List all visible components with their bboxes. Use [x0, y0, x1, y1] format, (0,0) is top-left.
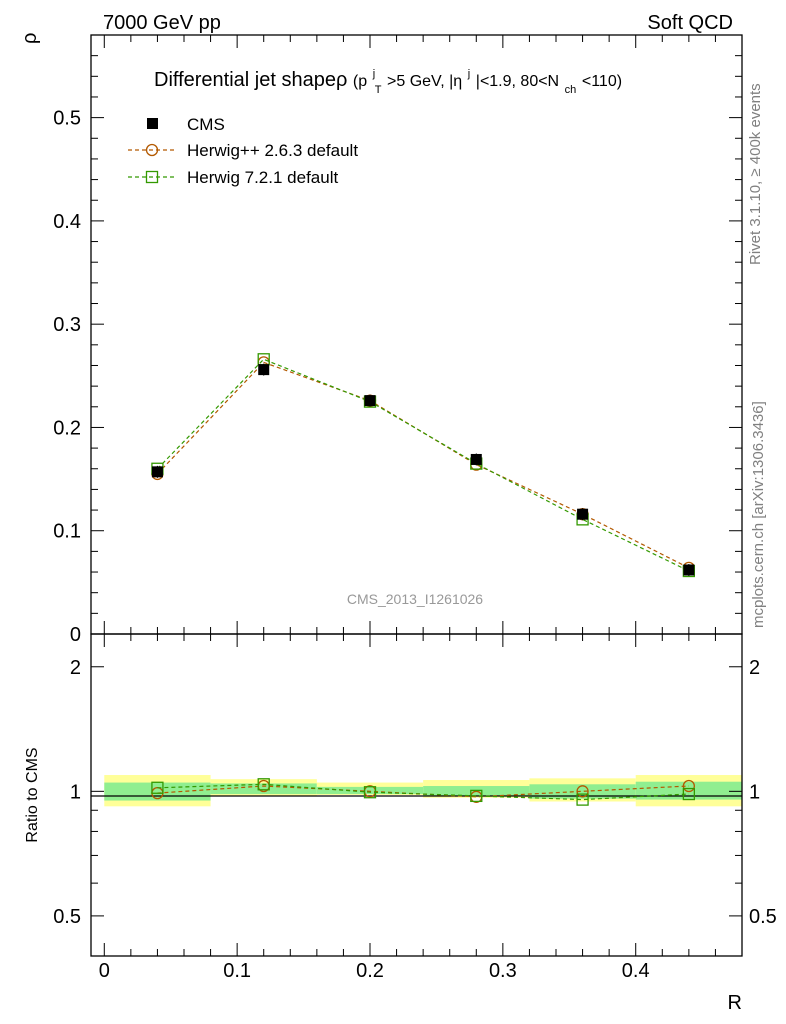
mcplots-label: mcplots.cern.ch [arXiv:1306.3436] [750, 401, 767, 628]
title-main: Differential jet shapeρ [154, 69, 347, 91]
point-cms [577, 508, 589, 520]
main-series [151, 353, 696, 578]
ratio-band-inner [316, 786, 424, 795]
ratio-point-herwig-new [363, 786, 377, 799]
ratio-y-axis-label: Ratio to CMS [24, 747, 41, 842]
main-y-tick-labels: 0 0.1 0.2 0.3 0.4 0.5 [53, 108, 81, 646]
ratio-line-herwig-new [157, 783, 689, 801]
point-cms [151, 466, 163, 478]
legend-entry-cms: CMS [147, 115, 225, 134]
x-tick-label: 0.2 [356, 960, 384, 982]
title-cuts-close: <110) [582, 73, 622, 90]
header-right: Soft QCD [647, 12, 733, 34]
legend: CMS Herwig++ 2.6.3 default Herwig 7.2.1 … [128, 115, 358, 187]
main-ticks [91, 34, 743, 635]
ratio-point-herwig-new [682, 787, 696, 801]
ratio-point-herwig-old [576, 785, 589, 798]
main-y-tick-label: 0.5 [53, 108, 81, 130]
ratio-ticks [91, 634, 743, 956]
point-cms [258, 364, 270, 376]
x-tick-label: 0.4 [622, 960, 650, 982]
main-y-axis-label: ρ [19, 33, 41, 44]
point-cms [683, 564, 695, 576]
point-cms [364, 395, 376, 407]
title-pt-sup: j [372, 68, 375, 80]
series-line-herwig-new [156, 358, 690, 572]
rivet-label: Rivet 3.1.10, ≥ 400k events [747, 83, 764, 265]
ratio-point-herwig-new [151, 781, 164, 794]
x-tick-label: 0 [99, 960, 110, 982]
ratio-frame [90, 633, 743, 957]
main-y-tick-label: 0 [70, 624, 81, 646]
ratio-series [151, 778, 696, 806]
ratio-y-tick-labels: 0.5 0.5 1 1 2 2 [53, 657, 777, 928]
legend-label-herwig-old: Herwig++ 2.6.3 default [187, 141, 358, 160]
legend-marker-cms [147, 118, 158, 129]
series-line-herwig-old [156, 361, 690, 569]
ratio-band-inner [210, 783, 317, 795]
x-tick-labels: 0 0.1 0.2 0.3 0.4 [99, 960, 650, 982]
chart-title: Differential jet shapeρ (p j T >5 GeV, |… [154, 60, 622, 98]
ratio-y-tick-label-right: 2 [749, 657, 760, 679]
main-y-tick-label: 0.3 [53, 314, 81, 336]
legend-marker-herwig-old [145, 143, 159, 157]
ratio-y-tick-label: 1 [70, 781, 81, 803]
x-tick-label: 0.1 [223, 960, 251, 982]
ratio-band-inner [635, 781, 742, 800]
ratio-y-tick-label-right: 0.5 [749, 906, 777, 928]
legend-label-cms: CMS [187, 115, 225, 134]
ratio-point-herwig-new [576, 793, 589, 806]
legend-label-herwig-new: Herwig 7.2.1 default [187, 168, 338, 187]
ratio-band-inner [529, 784, 636, 799]
watermark: CMS_2013_I1261026 [347, 591, 483, 607]
x-tick-label: 0.3 [489, 960, 517, 982]
x-axis-label: R [728, 992, 742, 1014]
legend-entry-herwig-new: Herwig 7.2.1 default [128, 168, 338, 187]
title-cuts-open: (p [353, 73, 367, 90]
ratio-band-inner [104, 782, 211, 801]
ratio-y-tick-label-right: 1 [749, 781, 760, 803]
main-panel: 0 0.1 0.2 0.3 0.4 0.5 ρ Differential jet shap… [19, 33, 743, 646]
main-y-tick-label: 0.1 [53, 521, 81, 543]
legend-entry-herwig-old: Herwig++ 2.6.3 default [128, 141, 358, 160]
main-y-tick-label: 0.4 [53, 211, 81, 233]
title-pt-sub: T [375, 84, 382, 96]
legend-marker-herwig-new [145, 170, 159, 184]
ratio-point-herwig-new [470, 789, 483, 803]
title-nch-sub: ch [565, 84, 577, 96]
title-pt-rest: >5 GeV, |η [387, 73, 462, 90]
main-y-tick-label: 0.2 [53, 417, 81, 439]
title-eta-rest: |<1.9, 80<N [476, 73, 559, 90]
ratio-y-tick-label: 2 [70, 657, 81, 679]
ratio-point-herwig-new [257, 778, 270, 791]
header-left: 7000 GeV pp [103, 12, 221, 34]
title-eta-sup: j [467, 68, 470, 80]
point-cms [470, 453, 482, 465]
ratio-panel: 0.5 0.5 1 1 2 2 0 0.1 0.2 0.3 0.4 Ratio to CMS R [24, 633, 777, 1014]
ratio-y-tick-label: 0.5 [53, 906, 81, 928]
ratio-point-herwig-old [682, 779, 696, 793]
